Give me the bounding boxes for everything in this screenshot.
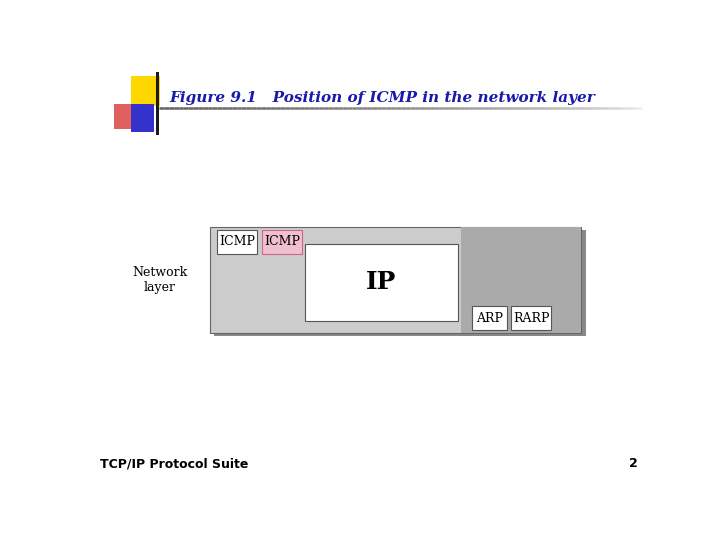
Bar [215,230,585,336]
Text: Figure 9.1   Position of ICMP in the network layer: Figure 9.1 Position of ICMP in the netwo… [169,91,595,105]
Text: IP: IP [366,270,397,294]
Bar [131,76,160,105]
Bar [472,306,507,330]
Bar [305,244,459,321]
Bar [262,230,302,254]
Text: RARP: RARP [513,312,549,325]
Text: ICMP: ICMP [220,235,256,248]
Bar [210,227,581,333]
Text: TCP/IP Protocol Suite: TCP/IP Protocol Suite [100,457,248,470]
Bar [131,104,154,132]
Bar [217,230,258,254]
Bar [461,227,581,333]
Text: Network
layer: Network layer [132,266,187,294]
Bar [114,104,139,129]
Bar [156,72,159,134]
Bar [511,306,552,330]
Text: 2: 2 [629,457,638,470]
Text: ARP: ARP [476,312,503,325]
Text: ICMP: ICMP [264,235,300,248]
